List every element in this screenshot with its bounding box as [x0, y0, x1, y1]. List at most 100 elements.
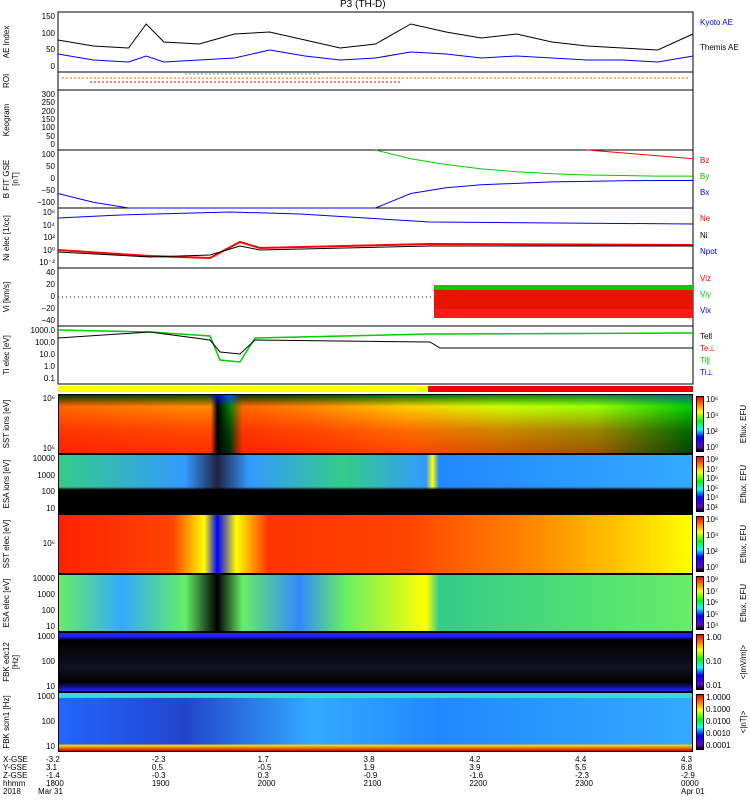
- xaxis-x-value: 3.8: [363, 755, 375, 764]
- esa_elec-tick-label: 1000: [37, 590, 55, 599]
- sst_elec-colorbar-tick: 10⁰: [706, 563, 719, 572]
- esa_ion-colorbar-tick: 10⁵: [706, 483, 719, 493]
- sst_ion-colorbar-tick: 10⁶: [706, 395, 719, 404]
- sst_ion-ylabel: SST ions [eV]: [2, 399, 11, 449]
- vi-legend-item: Viz: [700, 274, 711, 283]
- sst_ion-tick-label: 10⁵: [42, 444, 55, 453]
- vi-ylabel: Vi [km/s]: [2, 281, 11, 313]
- xaxis-row-label: Y-GSE: [3, 763, 28, 772]
- colorbar-esa-ion: [696, 456, 704, 512]
- bfit-tick-label: 100: [41, 150, 55, 159]
- vi-tick-label: −20: [41, 304, 55, 313]
- ti-legend-item: Te⊥: [700, 344, 716, 353]
- keogram-tick-label: 50: [46, 131, 55, 141]
- ti-legend-item: Ti∥: [700, 356, 711, 365]
- xaxis-hhmm-value: 0000: [681, 779, 699, 788]
- sst_ion-colorbar-tick: 10⁰: [706, 443, 719, 452]
- sst_ion-colorbar-tick: 10²: [706, 427, 718, 436]
- sst_elec-colorbar-tick: 10⁴: [706, 531, 719, 540]
- xaxis-z-value: -1.6: [469, 771, 484, 780]
- xaxis-y-value: 3.1: [46, 763, 58, 772]
- fbk_edc-tick-label: 1000: [37, 632, 55, 641]
- xaxis-row-label: hhmm: [3, 779, 26, 788]
- fbk_scm-colorbar-label: <|nT|>: [739, 710, 748, 734]
- xaxis-y-value: 5.5: [575, 763, 587, 772]
- xaxis-row-label: 2018: [3, 787, 21, 796]
- keogram-tick-label: 0: [50, 140, 55, 149]
- xaxis-x-value: 4.2: [469, 755, 481, 764]
- fbk_edc-tick-label: 10: [46, 682, 55, 691]
- xaxis-z-value: -0.9: [363, 771, 378, 780]
- sst_elec-colorbar-tick: 10²: [706, 547, 718, 556]
- fbk-scm1-spectrogram: [58, 692, 693, 752]
- xaxis-y-value: 3.9: [469, 763, 481, 772]
- esa_elec-colorbar-tick: 10⁷: [706, 586, 718, 596]
- xaxis-z-value: -1.4: [46, 771, 60, 780]
- vi-tick-label: 40: [46, 268, 55, 277]
- esa_elec-colorbar-tick: 10⁶: [706, 598, 719, 607]
- esa_ion-colorbar-label: Eflux, EFU: [739, 464, 748, 504]
- ae-legend-item: Themis AE: [700, 43, 739, 52]
- series-kyoto-ae: [57, 49, 694, 63]
- keogram-tick-label: 300: [41, 90, 55, 99]
- series-ne: [57, 240, 694, 260]
- esa_ion-tick-label: 10000: [32, 454, 55, 463]
- xaxis-x-value: 4.3: [681, 755, 693, 764]
- series-npot: [57, 211, 694, 225]
- fbk_scm-colorbar-tick: 0.0010: [706, 729, 731, 738]
- bfit-tick-label: −50: [41, 186, 55, 195]
- fbk_scm-tick-label: 10: [46, 742, 55, 751]
- esa_ion-colorbar-tick: 10⁴: [706, 493, 719, 503]
- ni-tick-label: 10⁻²: [39, 258, 55, 267]
- fbk_edc-ylabel: FBK edc12 [Hz]: [2, 642, 20, 682]
- esa_ion-tick-label: 10: [46, 504, 55, 513]
- esa_elec-colorbar-tick: 10⁴: [706, 621, 719, 630]
- sst_elec-colorbar-tick: 10⁶: [706, 515, 719, 524]
- ti-tick-label: 10.0: [39, 350, 55, 359]
- sst-ion-spectrogram: [58, 394, 693, 454]
- bfit-legend-item: Bx: [700, 188, 710, 197]
- colorbar-esa-elec: [696, 576, 704, 630]
- panel-frame: [57, 11, 694, 73]
- esa_ion-ylabel: ESA ions [eV]: [2, 459, 11, 509]
- vi-tick-label: 20: [46, 280, 55, 289]
- ae-legend-item: Kyoto AE: [700, 18, 733, 27]
- xaxis-x-value: -3.2: [46, 755, 60, 764]
- ti-tick-label: 1000.0: [30, 326, 55, 335]
- esa_ion-colorbar-tick: 10⁶: [706, 474, 719, 484]
- colorbar-fbk-edc: [696, 634, 704, 690]
- xaxis-date-value: Apr 01: [681, 787, 705, 796]
- panel-frame: [57, 149, 694, 209]
- fbk_scm-ylabel: FBK scm1 [Hz]: [2, 695, 11, 749]
- esa_elec-tick-label: 10000: [32, 574, 55, 583]
- series-bx: [57, 179, 693, 209]
- colorbar-sst-elec: [696, 516, 704, 572]
- xaxis-x-value: 4.4: [575, 755, 587, 764]
- esa_elec-colorbar-tick: 10⁵: [706, 609, 719, 619]
- fbk_scm-colorbar-tick: 0.0100: [706, 717, 731, 726]
- xaxis-z-value: -2.9: [681, 771, 695, 780]
- panel-frame: [57, 89, 694, 151]
- fbk_edc-colorbar-tick: 0.01: [706, 681, 722, 690]
- esa_elec-colorbar-label: Eflux, EFU: [739, 583, 748, 623]
- ni-tick-label: 10⁶: [42, 208, 55, 217]
- xaxis-hhmm-value: 2300: [575, 779, 593, 788]
- bfit-legend-item: By: [700, 172, 710, 181]
- vi-tick-label: 0: [50, 292, 55, 301]
- esa_elec-ylabel: ESA elec [eV]: [2, 578, 11, 628]
- fbk_edc-colorbar-label: <|mV/m|>: [739, 644, 748, 680]
- vi-legend-item: Viy: [700, 290, 711, 299]
- fbk_edc-colorbar-tick: 1.00: [706, 633, 722, 642]
- sst-elec-spectrogram: [58, 514, 693, 574]
- bfit-tick-label: 0: [50, 174, 55, 183]
- fbk_edc-colorbar-tick: 0.10: [706, 657, 722, 666]
- esa_elec-tick-label: 100: [41, 606, 55, 615]
- panel-frame: [57, 71, 694, 91]
- colorbar-fbk-scm: [696, 694, 704, 750]
- xaxis-x-value: 1.7: [257, 755, 269, 764]
- ae-tick-label: 50: [46, 45, 55, 55]
- esa_ion-colorbar-tick: 10⁷: [706, 464, 718, 474]
- plot-title: P3 (TH-D): [340, 0, 386, 10]
- fbk-edc12-spectrogram: [58, 632, 693, 692]
